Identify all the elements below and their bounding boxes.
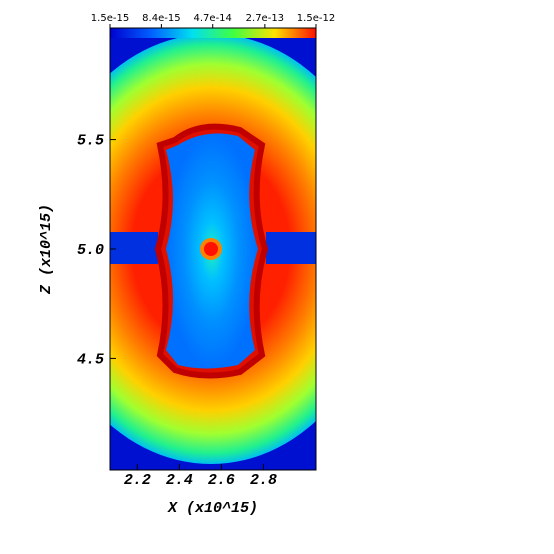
y-tick-label: 4.5 — [77, 351, 104, 368]
x-tick-label: 2.4 — [166, 472, 193, 489]
y-tick-label: 5.5 — [77, 133, 104, 150]
x-tick-label: 2.2 — [124, 472, 151, 489]
y-tick-label: 5.0 — [77, 242, 104, 259]
colorbar-tick-label: 1.5e-12 — [297, 13, 335, 24]
x-axis-label: X (x10^15) — [167, 500, 258, 517]
x-tick-label: 2.8 — [250, 472, 277, 489]
colorbar-tick-label: 1.5e-15 — [91, 13, 129, 24]
colorbar-tick-label: 2.7e-13 — [246, 13, 284, 24]
heatmap-image — [110, 28, 316, 470]
colorbar-tick-label: 4.7e-14 — [194, 13, 232, 24]
colorbar — [110, 28, 316, 38]
x-tick-label: 2.6 — [208, 472, 235, 489]
y-axis-label: Z (x10^15) — [38, 204, 55, 295]
colorbar-tick-label: 8.4e-15 — [142, 13, 180, 24]
